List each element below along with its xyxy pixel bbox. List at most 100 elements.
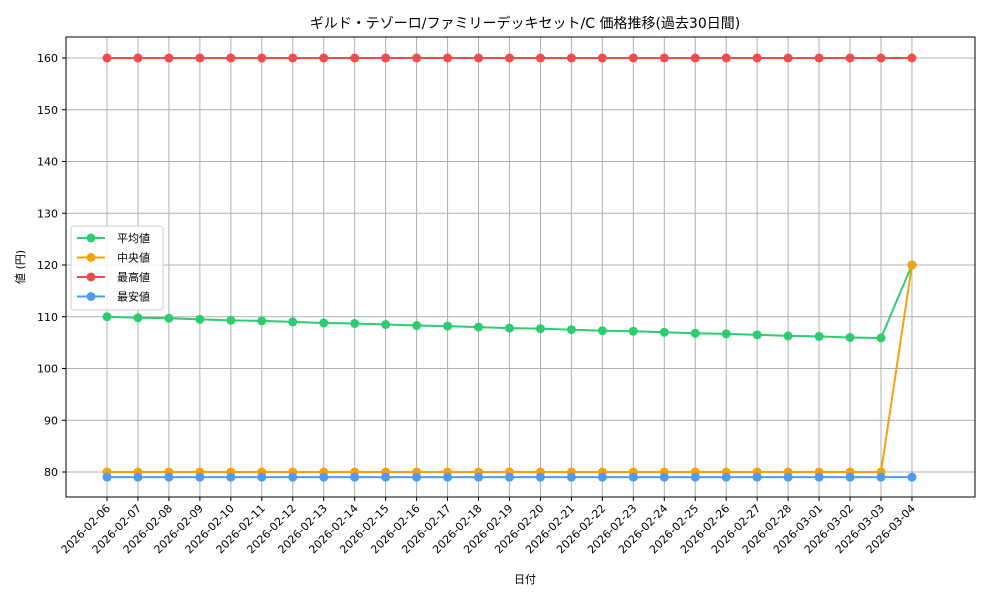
- data-point: [381, 472, 391, 482]
- data-point: [752, 330, 762, 340]
- data-point: [628, 472, 638, 482]
- data-point: [845, 332, 855, 342]
- data-point: [288, 472, 298, 482]
- data-point: [659, 53, 669, 63]
- data-point: [876, 333, 886, 343]
- data-point: [226, 472, 236, 482]
- data-point: [814, 331, 824, 341]
- legend-label: 中央値: [117, 252, 150, 265]
- data-point: [443, 53, 453, 63]
- legend-marker: [86, 292, 96, 301]
- data-point: [195, 314, 205, 324]
- data-point: [690, 53, 700, 63]
- data-point: [133, 313, 143, 323]
- data-point: [412, 321, 422, 331]
- data-point: [845, 472, 855, 482]
- data-point: [133, 53, 143, 63]
- data-point: [659, 472, 669, 482]
- data-point: [133, 472, 143, 482]
- data-point: [628, 53, 638, 63]
- series-最安値: [102, 472, 917, 482]
- legend-marker: [86, 253, 96, 262]
- series-最高値: [102, 53, 917, 63]
- data-point: [350, 53, 360, 63]
- data-point: [195, 53, 205, 63]
- data-point: [412, 53, 422, 63]
- data-point: [102, 312, 112, 322]
- y-tick-label: 110: [37, 311, 58, 324]
- legend-marker: [86, 272, 96, 282]
- legend-marker: [86, 233, 96, 243]
- data-point: [783, 331, 793, 341]
- data-point: [288, 53, 298, 63]
- data-point: [721, 472, 731, 482]
- data-point: [814, 53, 824, 63]
- series-group: [102, 53, 917, 482]
- data-point: [566, 472, 576, 482]
- data-point: [319, 472, 329, 482]
- data-point: [721, 329, 731, 339]
- data-point: [226, 315, 236, 325]
- data-point: [597, 472, 607, 482]
- data-point: [164, 472, 174, 482]
- data-point: [504, 53, 514, 63]
- data-point: [474, 322, 484, 332]
- data-point: [257, 53, 267, 63]
- y-tick-label: 150: [37, 104, 58, 117]
- y-tick-label: 100: [37, 363, 58, 376]
- data-point: [876, 53, 886, 63]
- data-point: [752, 472, 762, 482]
- data-point: [474, 472, 484, 482]
- data-point: [814, 472, 824, 482]
- data-point: [783, 472, 793, 482]
- data-point: [164, 313, 174, 323]
- data-point: [226, 53, 236, 63]
- data-point: [566, 325, 576, 335]
- data-point: [443, 472, 453, 482]
- y-tick-label: 120: [37, 259, 58, 272]
- data-point: [752, 53, 762, 63]
- legend-label: 平均値: [117, 232, 150, 245]
- data-point: [535, 324, 545, 334]
- data-point: [535, 472, 545, 482]
- data-point: [597, 53, 607, 63]
- y-tick-label: 160: [37, 52, 58, 65]
- legend-box: [70, 225, 164, 311]
- data-point: [195, 472, 205, 482]
- y-tick-label: 140: [37, 156, 58, 169]
- data-point: [164, 53, 174, 63]
- data-point: [319, 53, 329, 63]
- data-point: [597, 326, 607, 336]
- data-point: [845, 53, 855, 63]
- y-tick-label: 130: [37, 207, 58, 220]
- data-point: [412, 472, 422, 482]
- data-point: [907, 53, 917, 63]
- y-tick-label: 80: [44, 466, 58, 479]
- data-point: [381, 53, 391, 63]
- data-point: [504, 472, 514, 482]
- data-point: [783, 53, 793, 63]
- data-point: [319, 318, 329, 328]
- grid-lines: [66, 37, 975, 497]
- series-平均値: [102, 260, 917, 343]
- data-point: [443, 321, 453, 331]
- data-point: [350, 318, 360, 328]
- legend-label: 最高値: [117, 270, 150, 284]
- data-point: [566, 53, 576, 63]
- data-point: [257, 472, 267, 482]
- data-point: [690, 472, 700, 482]
- data-point: [907, 260, 917, 270]
- data-point: [102, 53, 112, 63]
- chart-title: ギルド・テゾーロ/ファミリーデッキセット/C 価格推移(過去30日間): [310, 15, 740, 32]
- data-point: [288, 317, 298, 327]
- data-point: [628, 326, 638, 336]
- data-point: [102, 472, 112, 482]
- data-point: [907, 472, 917, 482]
- data-point: [535, 53, 545, 63]
- y-tick-label: 90: [44, 414, 58, 427]
- data-point: [381, 320, 391, 330]
- data-point: [257, 316, 267, 326]
- data-point: [876, 472, 886, 482]
